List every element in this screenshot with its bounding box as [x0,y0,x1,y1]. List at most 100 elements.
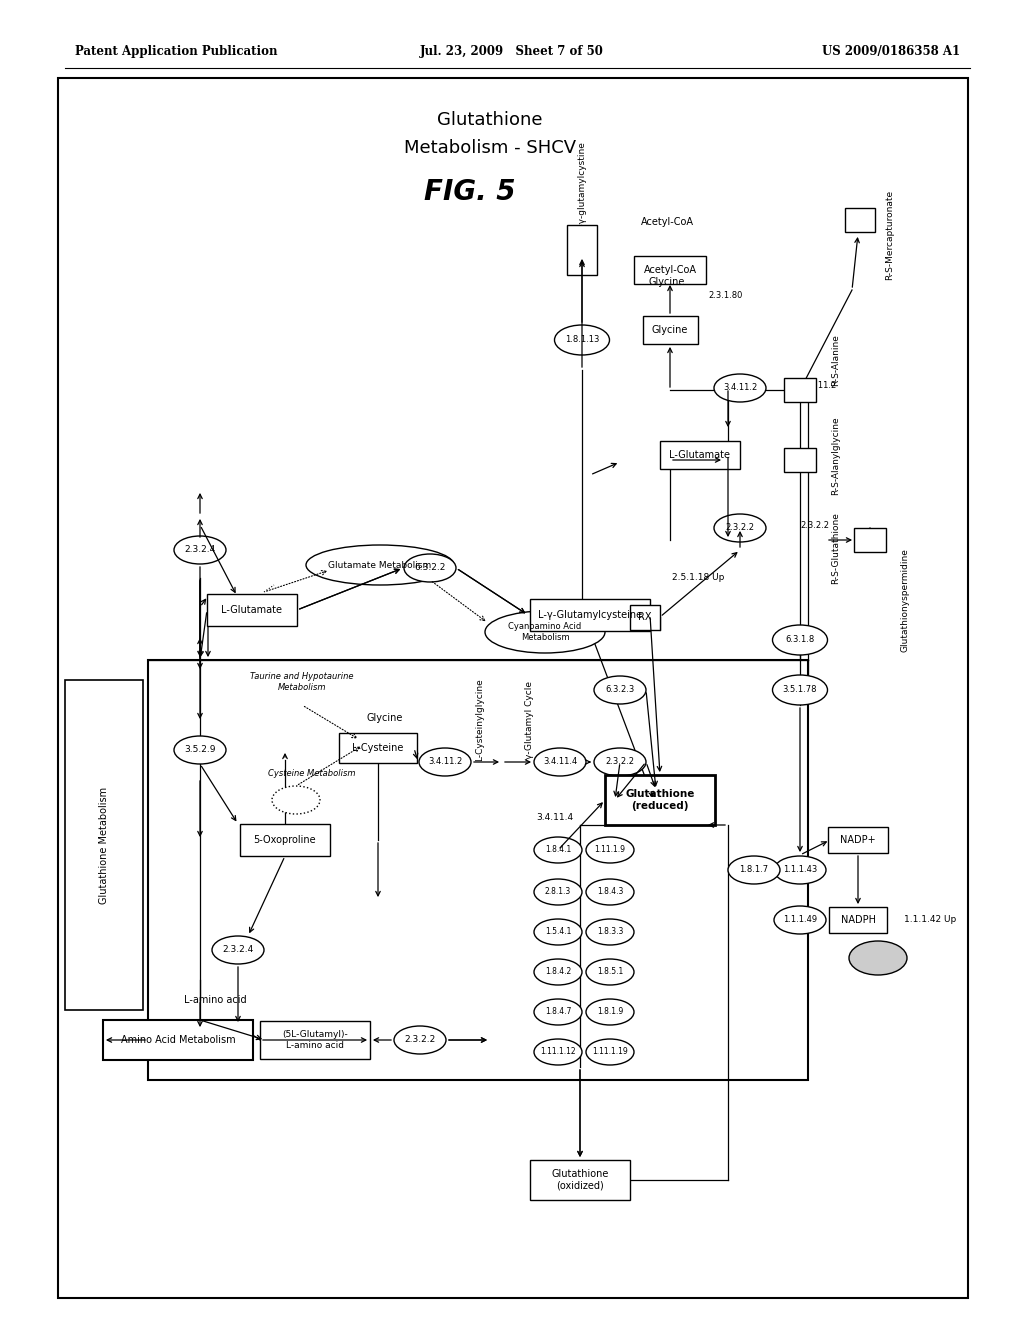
Bar [854,528,886,552]
Text: Bis-γ-glutamylcystine: Bis-γ-glutamylcystine [578,141,587,239]
Text: 6.3.1.8: 6.3.1.8 [785,635,815,644]
Text: Jul. 23, 2009   Sheet 7 of 50: Jul. 23, 2009 Sheet 7 of 50 [420,45,604,58]
Text: 2.5.1.18 Up: 2.5.1.18 Up [672,573,724,582]
Bar [642,315,697,345]
Bar [784,378,816,403]
Ellipse shape [174,536,226,564]
Text: Patent Application Publication: Patent Application Publication [75,45,278,58]
Text: US 2009/0186358 A1: US 2009/0186358 A1 [822,45,961,58]
Text: 3.4.11.2: 3.4.11.2 [723,384,757,392]
Bar [65,680,143,1010]
Text: R-S-Glutathione: R-S-Glutathione [831,512,841,583]
Text: L-Cysteine: L-Cysteine [352,743,403,752]
Ellipse shape [772,624,827,655]
Text: 3.4.11.4: 3.4.11.4 [537,813,573,822]
Ellipse shape [534,919,582,945]
Text: 6.3.2.3: 6.3.2.3 [605,685,635,694]
Text: 1.8.1.7: 1.8.1.7 [739,866,769,874]
Text: L-Cysteinylglycine: L-Cysteinylglycine [475,678,484,762]
Ellipse shape [534,879,582,906]
Text: 5-Oxoproline: 5-Oxoproline [254,836,316,845]
Bar [828,828,888,853]
Bar [660,441,740,469]
Text: Cyanoamino Acid
Metabolism: Cyanoamino Acid Metabolism [508,622,582,642]
Bar [567,224,597,275]
Ellipse shape [212,936,264,964]
Text: Amino Acid Metabolism: Amino Acid Metabolism [121,1035,236,1045]
Ellipse shape [555,325,609,355]
Text: 3.5.2.9: 3.5.2.9 [184,746,216,755]
Bar [605,775,715,825]
Ellipse shape [586,999,634,1026]
Text: 3.4.11.4: 3.4.11.4 [543,758,578,767]
Text: 1.1.1.42 Up: 1.1.1.42 Up [904,916,956,924]
Text: NADP+: NADP+ [840,836,876,845]
Bar [240,824,330,855]
Ellipse shape [586,879,634,906]
Bar [829,907,887,933]
Text: 1.8.3.3: 1.8.3.3 [597,928,624,936]
Bar [784,447,816,473]
Text: 1.11.1.19: 1.11.1.19 [592,1048,628,1056]
Ellipse shape [774,855,826,884]
Text: (5L-Glutamyl)-
L-amino acid: (5L-Glutamyl)- L-amino acid [283,1031,348,1049]
Text: 2.3.2.2: 2.3.2.2 [605,758,635,767]
Text: 3.4.11.2: 3.4.11.2 [428,758,462,767]
Ellipse shape [306,545,454,585]
Ellipse shape [404,554,456,582]
Bar [845,209,874,232]
Text: Glycine: Glycine [652,325,688,335]
Text: Glycine: Glycine [649,277,685,286]
Text: 1.11.1.12: 1.11.1.12 [541,1048,575,1056]
Text: 2.3.2.2: 2.3.2.2 [404,1035,435,1044]
Text: FIG. 5: FIG. 5 [424,178,516,206]
Text: 1.8.4.7: 1.8.4.7 [545,1007,571,1016]
Text: 2.3.2.2: 2.3.2.2 [800,520,829,529]
Ellipse shape [594,748,646,776]
Text: Glutathionyspermidine: Glutathionyspermidine [900,548,909,652]
Text: 1.11.1.9: 1.11.1.9 [595,846,626,854]
Ellipse shape [394,1026,446,1053]
Text: γ-Glutamyl Cycle: γ-Glutamyl Cycle [525,681,535,759]
Text: 2.3.2.4: 2.3.2.4 [222,945,254,954]
Ellipse shape [586,837,634,863]
Ellipse shape [485,611,605,653]
Ellipse shape [174,737,226,764]
Text: 1.8.4.2: 1.8.4.2 [545,968,571,977]
Text: Glutamate Metabolism: Glutamate Metabolism [329,561,432,569]
Text: 2.3.2.2: 2.3.2.2 [725,524,755,532]
Ellipse shape [534,999,582,1026]
Ellipse shape [586,1039,634,1065]
Text: 1.8.5.1: 1.8.5.1 [597,968,624,977]
Ellipse shape [534,960,582,985]
Text: 1.8.4.3: 1.8.4.3 [597,887,624,896]
Text: 3.4.11.2: 3.4.11.2 [802,380,837,389]
Ellipse shape [772,675,827,705]
Bar [630,605,660,630]
Text: 3.5.1.78: 3.5.1.78 [782,685,817,694]
Text: L-γ-Glutamylcysteine: L-γ-Glutamylcysteine [538,610,642,620]
Text: Glutathione
(reduced): Glutathione (reduced) [626,789,694,810]
Text: 1.1.1.43: 1.1.1.43 [783,866,817,874]
Bar [634,256,706,284]
Text: L-Glutamate: L-Glutamate [670,450,730,459]
Bar [103,1020,253,1060]
Text: 2.3.2.4: 2.3.2.4 [184,545,216,554]
Ellipse shape [272,785,319,814]
Text: 6.3.2.2: 6.3.2.2 [415,564,445,573]
Text: R-S-Alanine: R-S-Alanine [831,334,841,385]
Bar [58,78,968,1298]
Ellipse shape [419,748,471,776]
Ellipse shape [534,1039,582,1065]
Text: 1.1.1.49: 1.1.1.49 [783,916,817,924]
Bar [530,1160,630,1200]
Text: Cysteine Metabolism: Cysteine Metabolism [268,770,355,779]
Bar [148,660,808,1080]
Ellipse shape [849,941,907,975]
Ellipse shape [714,374,766,403]
Text: 1.8.1.9: 1.8.1.9 [597,1007,624,1016]
Ellipse shape [714,513,766,543]
Text: Glycine: Glycine [367,713,403,723]
Text: R-S-Mercapturonate: R-S-Mercapturonate [886,190,895,280]
Text: Acetyl-CoA: Acetyl-CoA [643,265,696,275]
